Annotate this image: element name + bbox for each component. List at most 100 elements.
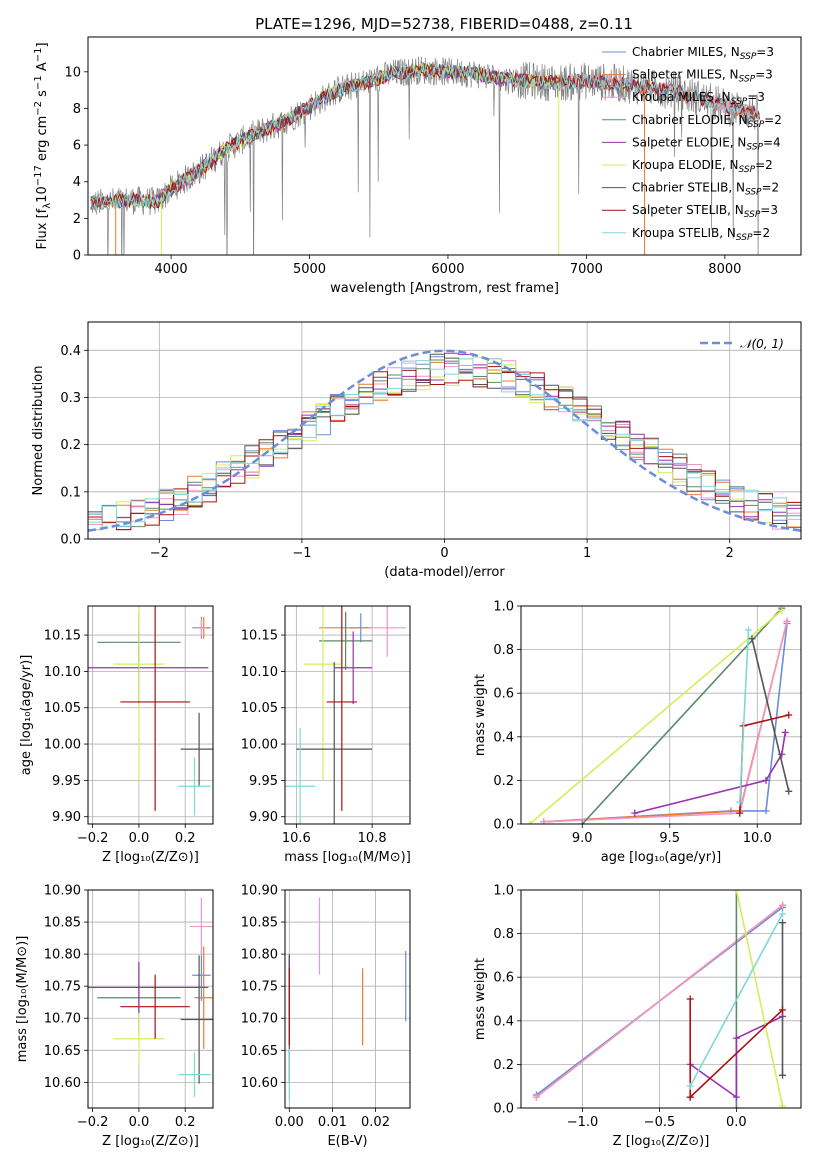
model-line-kroupa_stelib xyxy=(90,63,760,211)
y-tick-label: 4 xyxy=(73,175,81,190)
legend-label-suffix: =4 xyxy=(763,135,781,149)
x-tick-label: 0.0 xyxy=(129,831,150,846)
axes-frame xyxy=(284,605,411,825)
weight-line-salpeter_elodie xyxy=(689,1015,783,1099)
y-tick-label: 8 xyxy=(73,102,81,117)
x-tick-label: 0.02 xyxy=(361,1115,390,1130)
y-tick-label: 10.05 xyxy=(44,701,81,716)
legend-label-suffix: =3 xyxy=(747,90,765,104)
weight-marker-kroupa_stelib xyxy=(779,910,787,918)
y-tick-label: 0.3 xyxy=(60,391,81,406)
y-tick-label: 10.65 xyxy=(44,1044,81,1059)
plot-area xyxy=(285,606,407,824)
x-axis-label: Z [log₁₀(Z/Z⊙)] xyxy=(102,850,199,865)
plot-area xyxy=(88,606,213,816)
legend-label-main: Salpeter MILES, N xyxy=(632,68,739,82)
plot-area xyxy=(88,349,801,532)
x-tick-label: 10.0 xyxy=(743,831,772,846)
y-axis-label-part: s xyxy=(35,90,50,101)
weight-line-kroupa_stelib xyxy=(689,913,784,1087)
x-tick-label: −0.2 xyxy=(77,831,109,846)
y-axis-label: mass [log₁₀(M/M⊙)] xyxy=(15,936,30,1063)
y-tick-label: 1.0 xyxy=(493,884,514,899)
y-tick-label: 0.4 xyxy=(493,1014,514,1029)
axes-frame xyxy=(87,321,802,540)
figure-title: PLATE=1296, MJD=52738, FIBERID=0488, z=0… xyxy=(255,15,633,33)
y-axis-label: mass weight xyxy=(473,674,488,756)
y-axis-label-part: Flux [f xyxy=(35,208,50,249)
weight-marker-salpeter_stelib xyxy=(736,809,744,817)
weight-line-salpeter_stelib xyxy=(689,999,784,1099)
x-axis-label: age [log₁₀(age/yr)] xyxy=(601,850,722,865)
legend-label-sub: SSP xyxy=(748,120,765,130)
weight-marker-kroupa_stelib xyxy=(736,798,744,806)
y-tick-label: 10.80 xyxy=(44,948,81,963)
legend-label-main: Kroupa ELODIE, N xyxy=(632,158,739,172)
legend-label: Kroupa STELIB, NSSP=2 xyxy=(632,226,770,243)
y-tick-label: 0.8 xyxy=(493,643,514,658)
legend-label: Salpeter ELODIE, NSSP=4 xyxy=(632,135,781,152)
y-tick-label: 0.0 xyxy=(493,818,514,833)
weight-line-kroupa_elodie xyxy=(529,609,783,824)
x-tick-label: 0.2 xyxy=(175,831,196,846)
y-tick-label: 10.65 xyxy=(241,1044,278,1059)
x-tick-label: 6000 xyxy=(431,262,464,277)
legend-label-main: Chabrier MILES, N xyxy=(632,45,740,59)
panel-mass-vs-z: −0.2 0.0 0.2 10.60 10.65 10.70 10.75 10.80 10.85… xyxy=(15,884,214,1149)
y-tick-label: 0.2 xyxy=(493,1058,514,1073)
x-tick-label: 9.5 xyxy=(659,831,680,846)
model-line-salpeter_elodie xyxy=(90,62,560,211)
x-axis-label: Z [log₁₀(Z/Z⊙)] xyxy=(613,1134,710,1149)
legend-label-main: Kroupa MILES, N xyxy=(632,90,731,104)
y-tick-label: 10.05 xyxy=(241,701,278,716)
legend-label-sub: SSP xyxy=(744,210,761,220)
weight-marker-chabrier_stelib xyxy=(779,919,787,927)
residual-hist-kroupa_stelib xyxy=(88,358,801,528)
y-axis-label-part: A xyxy=(35,62,50,75)
legend-label-main: Salpeter ELODIE, N xyxy=(632,135,746,149)
x-tick-label: −0.2 xyxy=(77,1115,109,1130)
axes-frame xyxy=(87,605,214,825)
weight-marker-salpeter_stelib xyxy=(779,1006,787,1014)
weight-marker-salpeter_stelib xyxy=(686,1093,694,1101)
x-axis-label: wavelength [Angstrom, rest frame] xyxy=(330,281,559,296)
y-tick-label: 0.0 xyxy=(60,533,81,548)
y-tick-label: 10 xyxy=(64,65,81,80)
normal-curve-line xyxy=(88,349,801,532)
y-tick-label: 10.75 xyxy=(44,980,81,995)
model-line-salpeter_stelib xyxy=(90,63,760,210)
legend-label-suffix: =3 xyxy=(756,45,774,59)
legend-label: 𝒩(0, 1) xyxy=(740,337,784,351)
weight-marker-salpeter_elodie xyxy=(631,809,639,817)
y-axis-label-part: ] xyxy=(35,42,50,47)
y-tick-label: 10.85 xyxy=(241,916,278,931)
y-tick-label: 0 xyxy=(73,249,81,264)
y-tick-label: 10.15 xyxy=(44,629,81,644)
y-axis-label-part: −1 xyxy=(33,75,44,90)
axes-frame xyxy=(520,889,802,1109)
weight-marker-kroupa_elodie xyxy=(732,890,740,894)
panel-spectrum: 4000 5000 6000 7000 8000 0 2 4 6 8 10 wavelength [A… xyxy=(33,36,802,296)
weight-marker-chabrier_stelib xyxy=(785,787,793,795)
residual-hist-kroupa_elodie xyxy=(88,356,801,531)
weight-line-kroupa_stelib xyxy=(739,629,750,803)
y-tick-label: 0.2 xyxy=(493,774,514,789)
y-axis-label-part: −1 xyxy=(33,48,44,63)
x-axis-label: Z [log₁₀(Z/Z⊙)] xyxy=(102,1134,199,1149)
weight-marker-salpeter_stelib xyxy=(785,711,793,719)
legend-label-suffix: =3 xyxy=(755,68,773,82)
x-tick-label: 0 xyxy=(440,546,448,561)
y-tick-label: 9.95 xyxy=(249,774,278,789)
y-tick-label: 10.15 xyxy=(241,629,278,644)
legend-label-sub: SSP xyxy=(740,52,757,62)
weight-line-chabrier_miles xyxy=(543,623,788,823)
weight-marker-chabrier_stelib xyxy=(779,1071,787,1079)
plot-area xyxy=(90,56,760,255)
legend-label-sub: SSP xyxy=(736,233,753,243)
x-axis-label: (data-model)/error xyxy=(384,565,505,580)
y-axis-label-part: 10 xyxy=(35,186,50,203)
y-axis-label-part: λ xyxy=(42,203,53,209)
y-tick-label: 9.90 xyxy=(52,810,81,825)
legend-label-main: Salpeter STELIB, N xyxy=(632,203,744,217)
x-axis-label: E(B-V) xyxy=(327,1134,367,1149)
